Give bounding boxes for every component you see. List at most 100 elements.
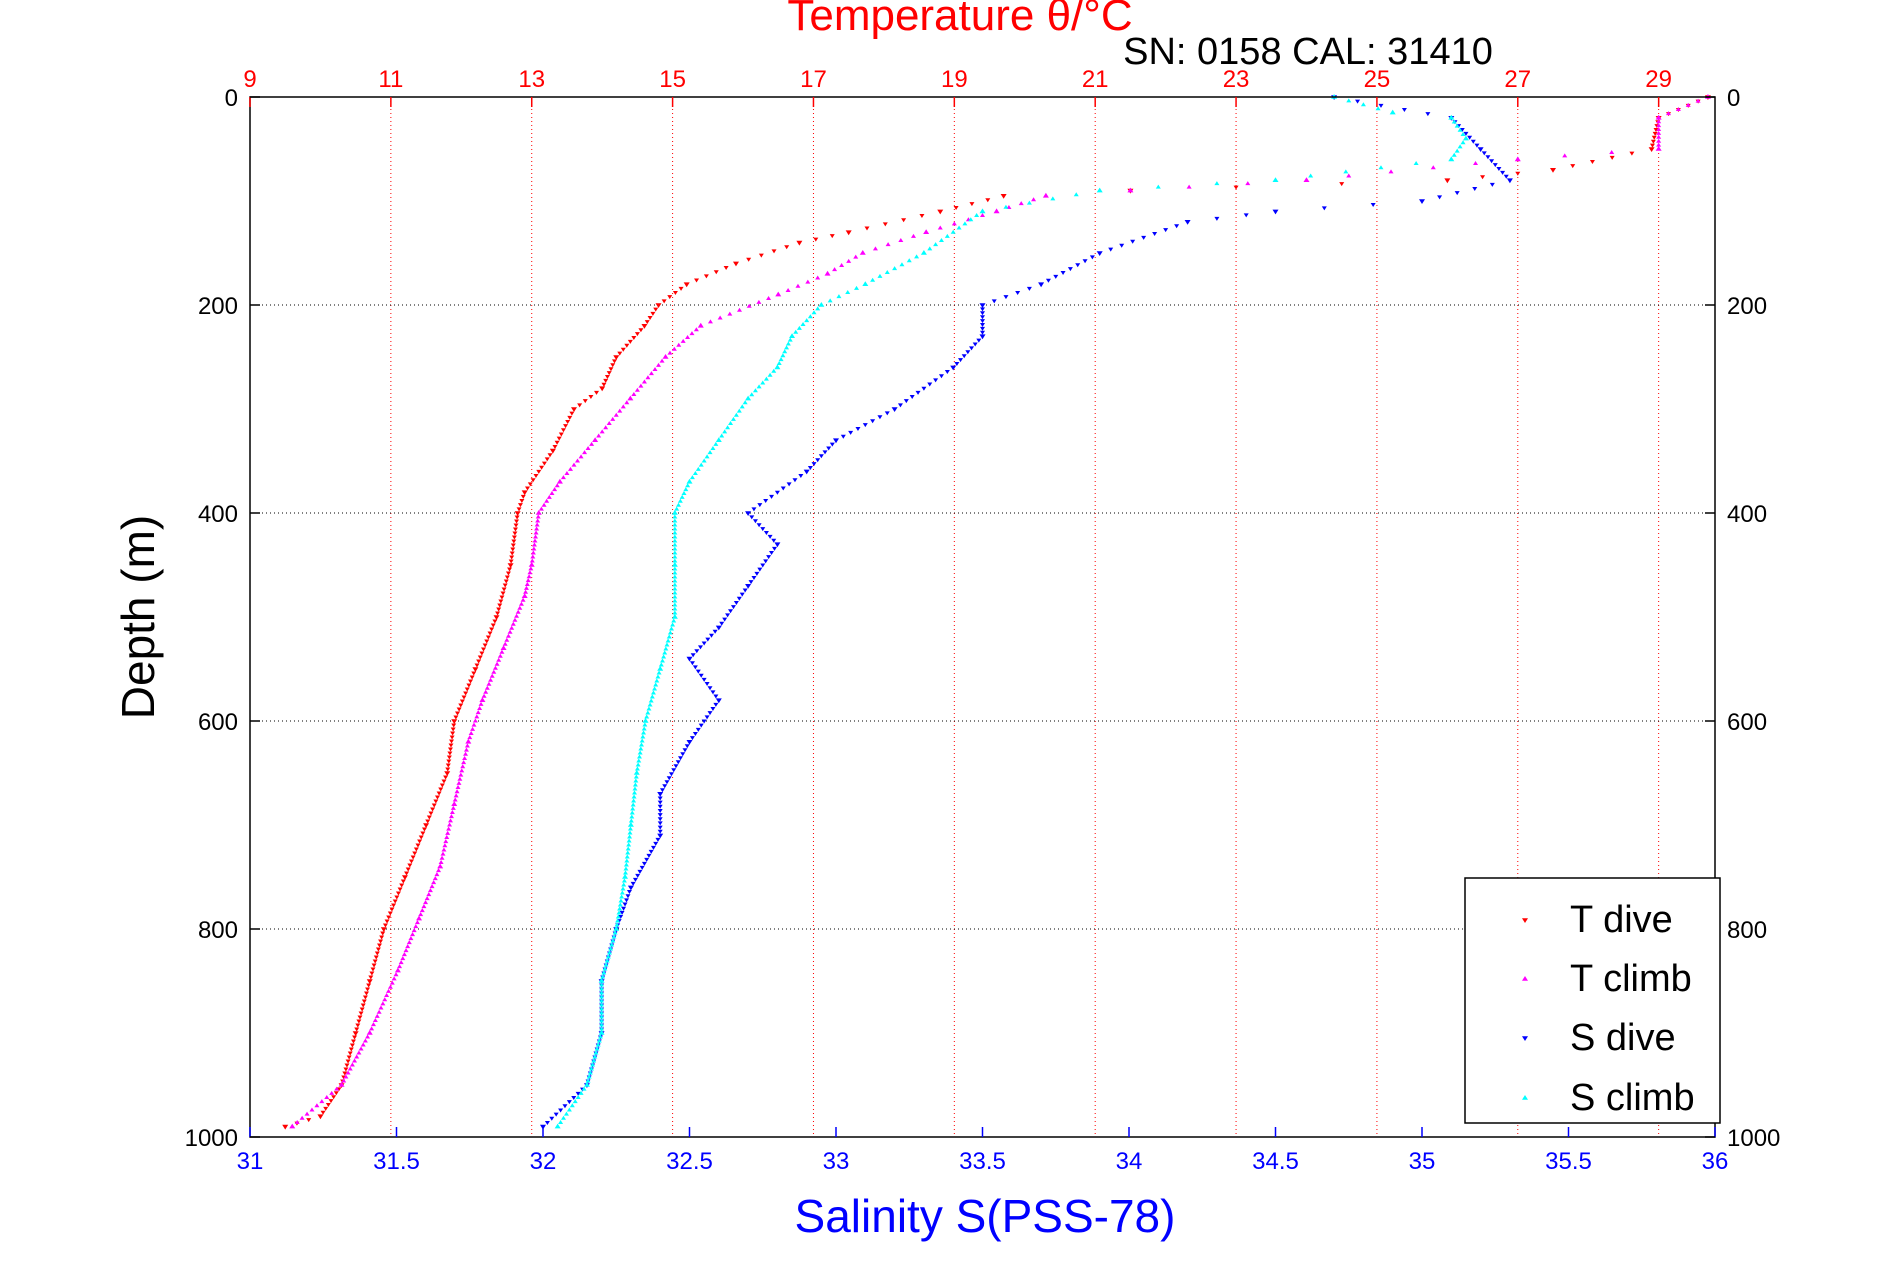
data-point	[728, 421, 734, 426]
data-point	[618, 898, 624, 903]
data-point	[1000, 194, 1007, 199]
data-point	[631, 391, 637, 396]
data-point	[597, 1034, 603, 1039]
data-point	[1108, 247, 1114, 252]
data-point	[410, 855, 416, 860]
data-point	[440, 851, 446, 856]
data-point	[498, 599, 504, 604]
data-point	[1018, 201, 1024, 206]
data-point	[458, 703, 464, 708]
data-point	[757, 567, 763, 572]
data-point	[763, 559, 769, 564]
data-point	[461, 760, 467, 765]
data-point	[1401, 107, 1407, 112]
data-point	[447, 747, 453, 752]
data-point	[903, 399, 909, 404]
data-point	[950, 365, 957, 371]
data-point	[1570, 164, 1576, 169]
data-point	[304, 1111, 310, 1116]
data-point	[704, 682, 710, 687]
data-point	[373, 955, 379, 960]
salinity-tick-label: 33.5	[959, 1148, 1006, 1175]
depth-tick-label-left: 1000	[185, 1125, 238, 1152]
data-point	[760, 563, 766, 568]
data-point	[519, 499, 525, 504]
data-point	[677, 498, 683, 503]
data-point	[405, 867, 411, 872]
depth-tick-label-right: 800	[1727, 917, 1767, 944]
data-point	[657, 796, 663, 801]
data-point	[938, 238, 944, 243]
data-point	[1045, 278, 1051, 283]
data-point	[1648, 147, 1655, 152]
depth-tick-label-left: 0	[225, 85, 238, 112]
data-point	[636, 754, 642, 759]
data-point	[516, 507, 522, 512]
data-point	[701, 677, 707, 682]
data-point	[705, 637, 711, 642]
data-point	[672, 590, 678, 595]
data-point	[1650, 139, 1656, 144]
data-point	[544, 498, 550, 503]
data-point	[862, 423, 868, 428]
data-point	[420, 831, 426, 836]
data-point	[730, 605, 736, 610]
data-point	[429, 884, 435, 889]
data-point	[1430, 165, 1436, 170]
data-point	[1444, 178, 1451, 184]
data-point	[630, 802, 636, 807]
data-point	[1378, 165, 1384, 170]
data-point	[818, 302, 825, 307]
data-point	[468, 679, 474, 684]
data-point	[368, 975, 374, 980]
data-point	[1050, 196, 1056, 201]
data-point	[1474, 143, 1480, 148]
data-point	[745, 511, 752, 516]
depth-tick-label-right: 1000	[1727, 1125, 1780, 1152]
data-point	[282, 1124, 289, 1130]
data-point	[1489, 182, 1495, 187]
data-point	[578, 454, 584, 459]
data-point	[877, 415, 883, 420]
data-point	[375, 947, 381, 952]
data-point	[632, 782, 638, 787]
data-point	[671, 768, 677, 773]
data-point	[655, 674, 661, 679]
data-point	[672, 514, 678, 519]
data-point	[485, 635, 491, 640]
data-point	[446, 826, 452, 831]
data-point	[991, 299, 997, 304]
data-point	[441, 779, 447, 784]
data-point	[554, 440, 560, 445]
data-point	[796, 325, 802, 330]
data-point	[380, 927, 387, 932]
data-point	[1457, 127, 1463, 132]
data-point	[681, 491, 687, 495]
data-point	[418, 835, 424, 840]
data-point	[453, 715, 459, 720]
data-point	[447, 751, 453, 756]
data-point	[621, 882, 627, 887]
data-point	[864, 226, 870, 231]
data-point	[481, 693, 487, 698]
data-point	[456, 780, 462, 785]
data-point	[754, 571, 760, 576]
data-point	[497, 603, 503, 608]
data-point	[601, 382, 607, 387]
data-point	[623, 866, 629, 871]
data-point	[635, 873, 641, 878]
data-point	[400, 879, 406, 884]
data-point	[610, 938, 616, 943]
data-point	[829, 234, 835, 239]
temperature-tick-label: 15	[659, 66, 686, 93]
data-point	[589, 441, 595, 446]
data-point	[1609, 149, 1615, 154]
data-point	[767, 372, 773, 377]
salinity-tick-label: 34.5	[1252, 1148, 1299, 1175]
data-point	[410, 932, 416, 937]
data-point	[1653, 128, 1659, 132]
data-point	[541, 461, 547, 466]
data-point	[455, 711, 461, 716]
data-point	[358, 1011, 364, 1016]
data-point	[599, 1006, 605, 1011]
